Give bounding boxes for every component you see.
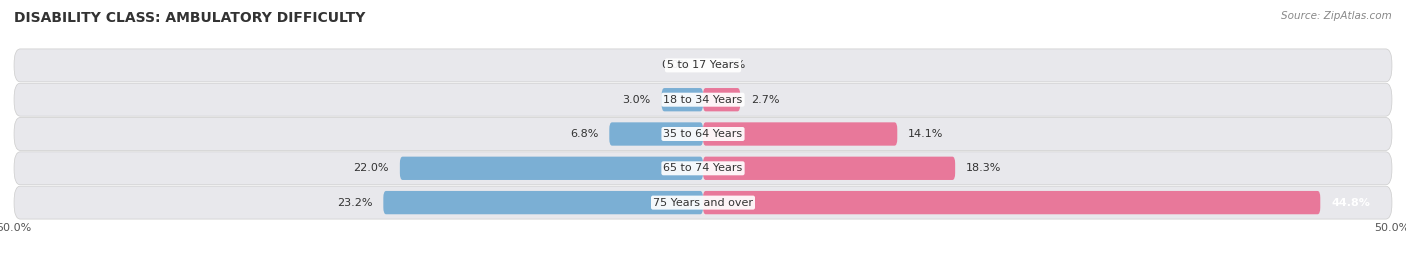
FancyBboxPatch shape xyxy=(703,157,955,180)
Text: DISABILITY CLASS: AMBULATORY DIFFICULTY: DISABILITY CLASS: AMBULATORY DIFFICULTY xyxy=(14,11,366,25)
FancyBboxPatch shape xyxy=(14,83,1392,116)
Text: Source: ZipAtlas.com: Source: ZipAtlas.com xyxy=(1281,11,1392,21)
Text: 5 to 17 Years: 5 to 17 Years xyxy=(666,60,740,70)
Text: 6.8%: 6.8% xyxy=(569,129,599,139)
Text: 0.0%: 0.0% xyxy=(661,60,689,70)
Text: 14.1%: 14.1% xyxy=(908,129,943,139)
FancyBboxPatch shape xyxy=(14,118,1392,150)
Text: 23.2%: 23.2% xyxy=(337,198,373,208)
FancyBboxPatch shape xyxy=(14,49,1392,82)
FancyBboxPatch shape xyxy=(384,191,703,214)
FancyBboxPatch shape xyxy=(14,186,1392,219)
Text: 18 to 34 Years: 18 to 34 Years xyxy=(664,95,742,105)
FancyBboxPatch shape xyxy=(14,152,1392,185)
Text: 3.0%: 3.0% xyxy=(623,95,651,105)
FancyBboxPatch shape xyxy=(703,122,897,146)
Text: 22.0%: 22.0% xyxy=(353,163,389,173)
Text: 2.7%: 2.7% xyxy=(751,95,780,105)
Text: 18.3%: 18.3% xyxy=(966,163,1001,173)
FancyBboxPatch shape xyxy=(399,157,703,180)
Text: 35 to 64 Years: 35 to 64 Years xyxy=(664,129,742,139)
Text: 75 Years and over: 75 Years and over xyxy=(652,198,754,208)
FancyBboxPatch shape xyxy=(703,88,740,111)
FancyBboxPatch shape xyxy=(609,122,703,146)
Text: 44.8%: 44.8% xyxy=(1331,198,1371,208)
FancyBboxPatch shape xyxy=(703,191,1320,214)
Text: 0.0%: 0.0% xyxy=(717,60,745,70)
Text: 65 to 74 Years: 65 to 74 Years xyxy=(664,163,742,173)
FancyBboxPatch shape xyxy=(662,88,703,111)
